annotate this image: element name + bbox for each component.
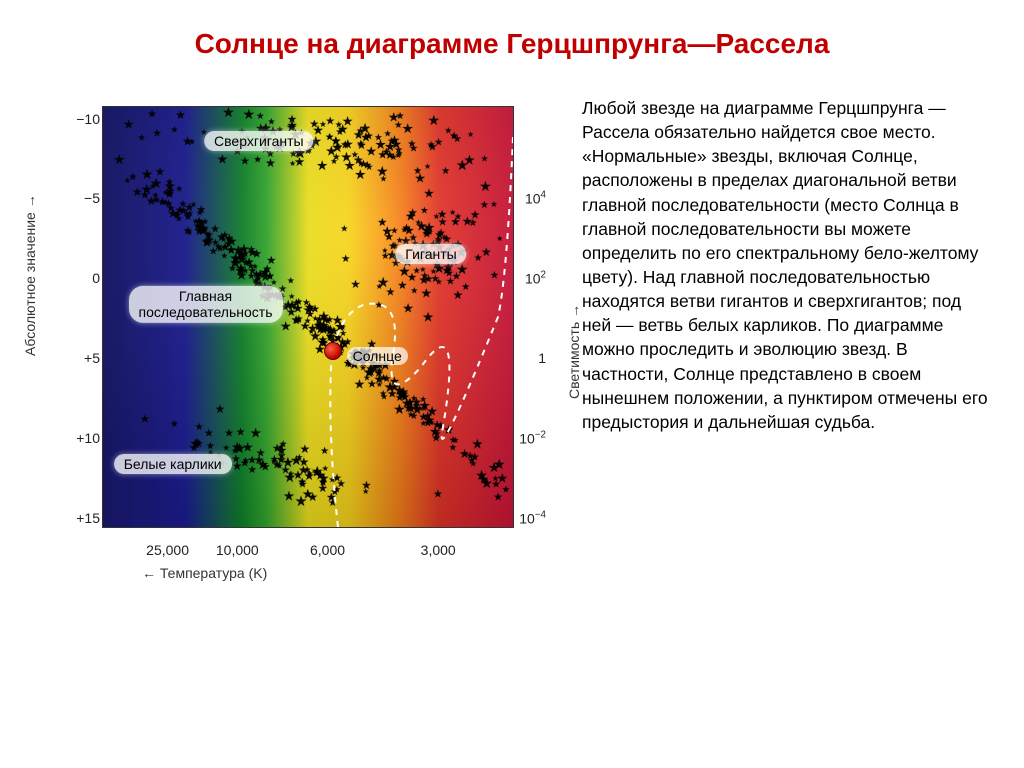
region-supergiants: Сверхгиганты — [204, 131, 314, 151]
sun-marker — [324, 342, 342, 360]
y-right-tick: 1 — [538, 350, 546, 366]
content-row: ★★★★★★★★★★★★★★★★★★★★★★★★★★★★★★★★★★★★★★★★… — [32, 96, 992, 616]
y-right-tick: 10−4 — [519, 509, 546, 526]
y-right-tick: 104 — [525, 190, 546, 207]
chart-column: ★★★★★★★★★★★★★★★★★★★★★★★★★★★★★★★★★★★★★★★★… — [32, 96, 562, 616]
plot-area: ★★★★★★★★★★★★★★★★★★★★★★★★★★★★★★★★★★★★★★★★… — [102, 106, 514, 528]
x-tick: 25,000 — [146, 542, 189, 558]
x-axis-label: Температура (K) — [142, 565, 267, 581]
region-giants: Гиганты — [395, 244, 466, 264]
y-right-axis-label: Светимость — [566, 304, 582, 399]
y-left-tick: −10 — [74, 111, 100, 127]
sun-label: Солнце — [347, 347, 408, 365]
y-right-tick: 102 — [525, 270, 546, 287]
hr-diagram: ★★★★★★★★★★★★★★★★★★★★★★★★★★★★★★★★★★★★★★★★… — [32, 96, 562, 616]
y-left-tick: +15 — [74, 510, 100, 526]
region-white-dwarfs: Белые карлики — [114, 454, 232, 474]
y-left-axis-label: Абсолютное значение — [22, 194, 38, 356]
y-left-tick: +10 — [74, 430, 100, 446]
x-tick: 6,000 — [310, 542, 345, 558]
y-left-tick: +5 — [74, 350, 100, 366]
y-left-tick: 0 — [74, 270, 100, 286]
description-text: Любой звезде на диаграмме Герцшпрунга — … — [582, 96, 992, 616]
x-tick: 10,000 — [216, 542, 259, 558]
page-title: Солнце на диаграмме Герцшпрунга—Рассела — [32, 28, 992, 60]
y-left-tick: −5 — [74, 190, 100, 206]
x-tick: 3,000 — [421, 542, 456, 558]
y-right-tick: 10−2 — [519, 429, 546, 446]
region-main-sequence: Главнаяпоследовательность — [129, 286, 283, 322]
